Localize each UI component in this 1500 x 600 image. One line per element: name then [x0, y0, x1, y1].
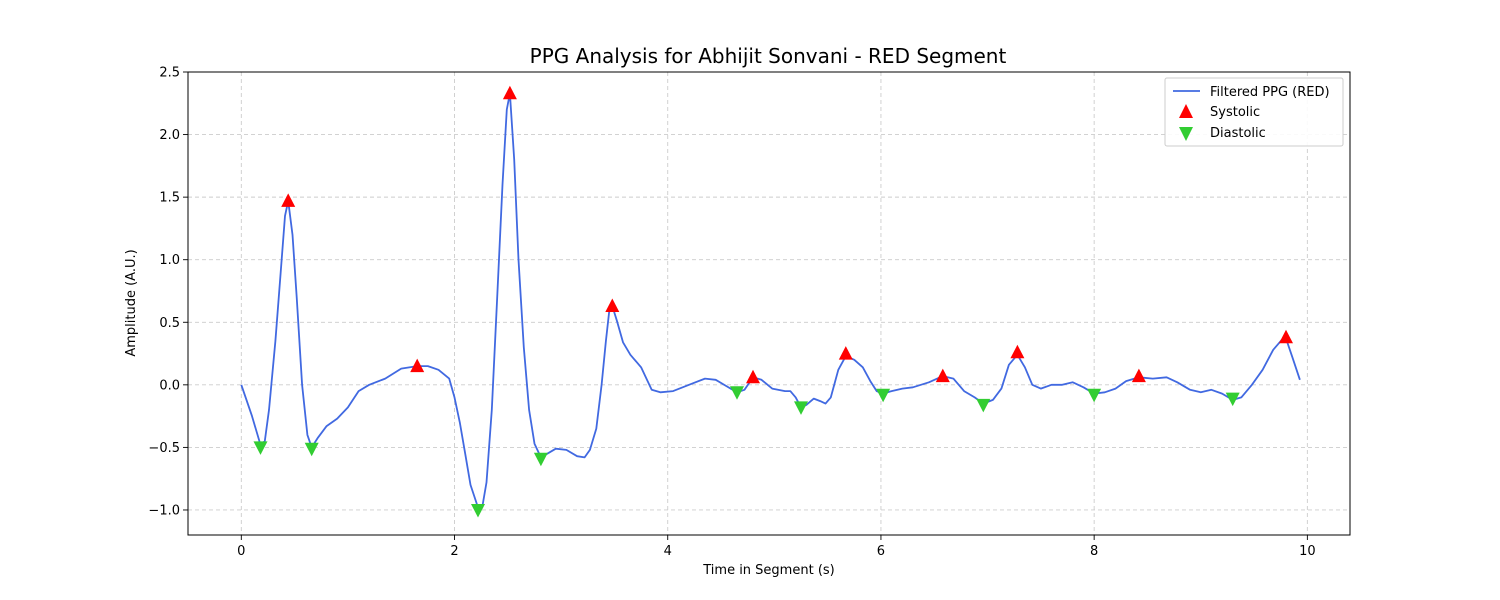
diastolic-marker	[794, 401, 808, 415]
diastolic-marker	[730, 386, 744, 400]
systolic-marker	[502, 85, 517, 100]
legend-box	[1164, 77, 1344, 147]
legend-entry-filtered-ppg: Filtered PPG (RED)	[1210, 85, 1330, 100]
diastolic-marker	[976, 398, 991, 413]
y-tick-label: 1.5	[159, 191, 180, 206]
chart-title: PPG Analysis for Abhijit Sonvani - RED S…	[530, 44, 1007, 68]
legend-diastolic-swatch	[1179, 127, 1193, 141]
systolic-marker	[410, 358, 425, 373]
diastolic-marker	[1087, 388, 1102, 403]
x-tick-label: 2	[450, 544, 458, 559]
systolic-marker	[935, 368, 950, 383]
axes-frame	[187, 71, 1351, 536]
y-tick-label: −0.5	[148, 441, 180, 456]
series-line-filtered-ppg	[240, 92, 1301, 509]
legend-entry-systolic: Systolic	[1210, 105, 1260, 120]
x-tick-label: 0	[237, 544, 245, 559]
y-axis-label: Amplitude (A.U.)	[124, 249, 139, 356]
diastolic-marker	[471, 504, 485, 518]
diastolic-marker	[876, 388, 891, 403]
y-tick-label: 2.5	[159, 66, 180, 81]
y-tick-label: 0.0	[159, 378, 180, 393]
diastolic-marker	[1225, 392, 1240, 407]
y-tick-label: −1.0	[148, 503, 180, 518]
diastolic-marker	[304, 442, 319, 457]
x-tick-label: 8	[1090, 544, 1098, 559]
systolic-marker	[838, 346, 853, 360]
systolic-marker	[1010, 344, 1025, 359]
systolic-marker	[1131, 368, 1146, 383]
x-axis-label: Time in Segment (s)	[702, 563, 834, 578]
axis-ticks: 0 2 4 6 8 10 −1.0 −0.5 0.0 0.5 1.0 1.5 2.0 2.5	[148, 66, 1315, 560]
y-tick-label: 0.5	[159, 316, 180, 331]
legend-systolic-swatch	[1179, 104, 1193, 118]
legend: Filtered PPG (RED) Systolic Diastolic	[1164, 77, 1344, 147]
plot-area	[240, 85, 1301, 518]
x-tick-label: 10	[1299, 544, 1316, 559]
y-tick-label: 2.0	[159, 128, 180, 143]
y-tick-label: 1.0	[159, 253, 180, 268]
systolic-marker	[746, 369, 760, 384]
systolic-marker	[281, 193, 296, 207]
legend-entry-diastolic: Diastolic	[1210, 126, 1266, 141]
systolic-marker	[1279, 329, 1293, 344]
systolic-marker	[605, 298, 620, 312]
x-tick-label: 4	[664, 544, 672, 559]
x-tick-label: 6	[877, 544, 885, 559]
diastolic-marker	[533, 452, 548, 467]
diastolic-marker	[253, 441, 268, 455]
